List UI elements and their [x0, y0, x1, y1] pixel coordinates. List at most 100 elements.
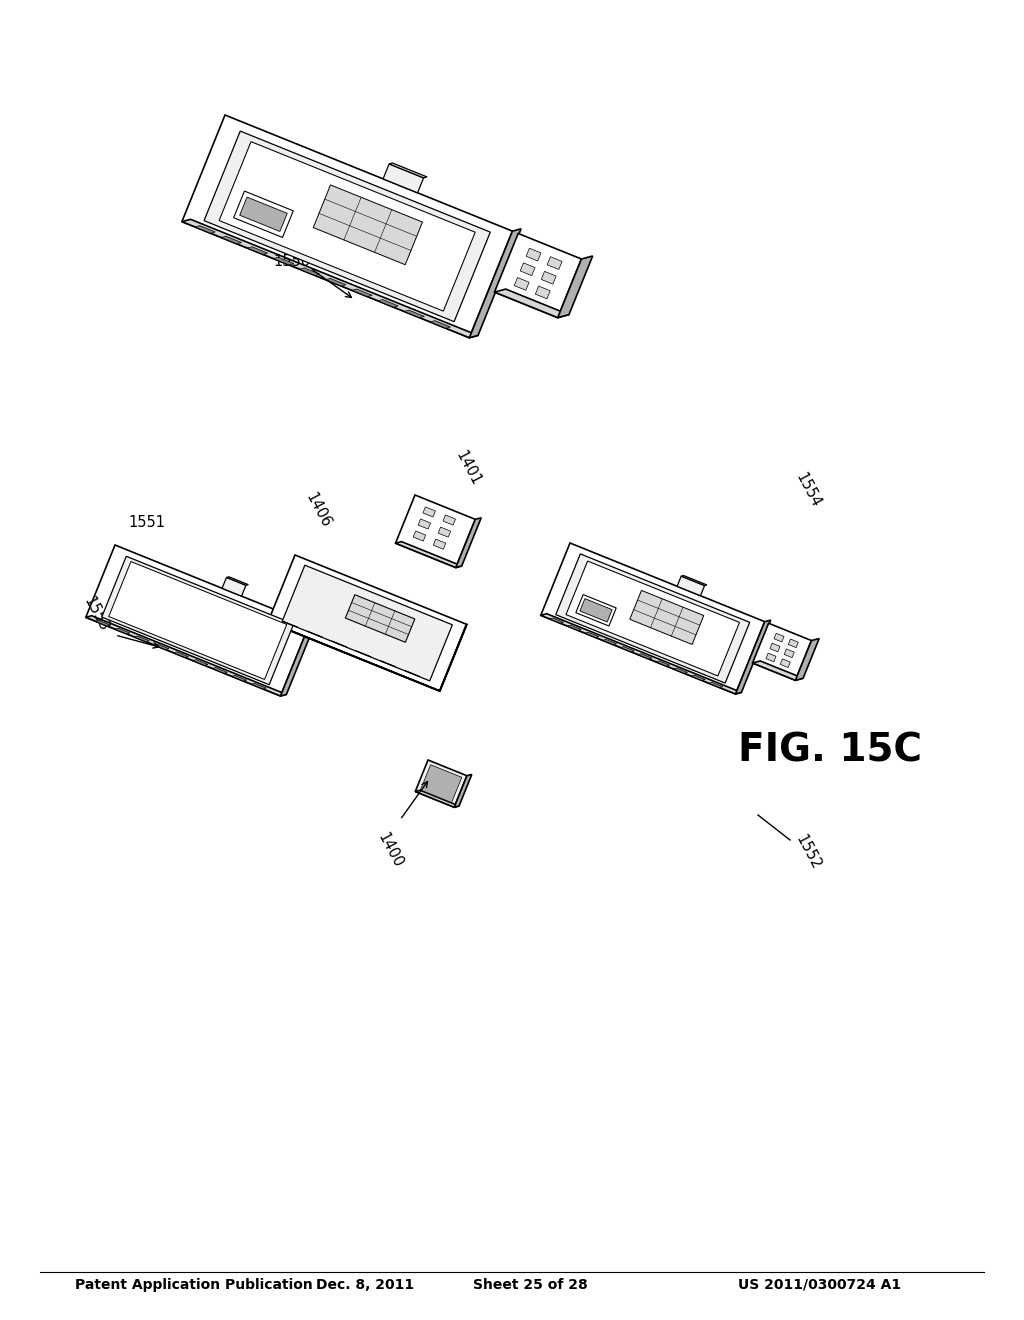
Polygon shape	[603, 639, 616, 644]
Polygon shape	[268, 622, 440, 692]
Polygon shape	[281, 622, 315, 696]
Polygon shape	[404, 310, 425, 318]
Polygon shape	[352, 289, 372, 297]
Polygon shape	[495, 289, 569, 318]
Polygon shape	[326, 279, 346, 286]
Text: Sheet 25 of 28: Sheet 25 of 28	[473, 1278, 588, 1292]
Polygon shape	[621, 647, 634, 652]
Polygon shape	[433, 539, 445, 549]
Polygon shape	[774, 634, 784, 642]
Polygon shape	[222, 577, 246, 597]
Polygon shape	[520, 263, 536, 276]
Text: FIG. 15C: FIG. 15C	[738, 731, 922, 770]
Polygon shape	[380, 660, 395, 667]
Polygon shape	[438, 527, 451, 537]
Text: 1553: 1553	[81, 594, 112, 634]
Polygon shape	[313, 185, 423, 265]
Text: Patent Application Publication: Patent Application Publication	[75, 1278, 312, 1292]
Polygon shape	[541, 543, 765, 694]
Polygon shape	[566, 561, 739, 676]
Polygon shape	[638, 653, 652, 659]
Polygon shape	[95, 620, 111, 626]
Text: 1550: 1550	[273, 253, 310, 269]
Polygon shape	[430, 321, 451, 329]
Polygon shape	[796, 639, 819, 680]
Polygon shape	[418, 519, 430, 529]
Polygon shape	[219, 141, 475, 312]
Text: Dec. 8, 2011: Dec. 8, 2011	[316, 1278, 414, 1292]
Polygon shape	[585, 632, 599, 638]
Polygon shape	[421, 764, 462, 803]
Polygon shape	[86, 545, 309, 696]
Polygon shape	[655, 661, 670, 667]
Polygon shape	[283, 565, 453, 681]
Polygon shape	[240, 197, 288, 231]
Polygon shape	[204, 131, 490, 322]
Polygon shape	[514, 277, 529, 290]
Polygon shape	[134, 636, 150, 642]
Polygon shape	[182, 219, 478, 338]
Polygon shape	[115, 628, 130, 634]
Polygon shape	[195, 226, 215, 234]
Polygon shape	[226, 577, 249, 585]
Polygon shape	[423, 507, 435, 517]
Polygon shape	[355, 651, 372, 657]
Polygon shape	[536, 286, 550, 298]
Polygon shape	[247, 247, 267, 255]
Polygon shape	[273, 257, 294, 265]
Polygon shape	[307, 631, 323, 638]
Polygon shape	[550, 618, 563, 623]
Polygon shape	[770, 643, 780, 652]
Polygon shape	[331, 640, 347, 647]
Text: 1551: 1551	[128, 515, 166, 531]
Polygon shape	[677, 576, 705, 595]
Polygon shape	[541, 614, 741, 694]
Polygon shape	[416, 791, 459, 808]
Polygon shape	[556, 554, 750, 682]
Polygon shape	[753, 661, 803, 680]
Text: US 2011/0300724 A1: US 2011/0300724 A1	[738, 1278, 901, 1292]
Polygon shape	[193, 660, 208, 665]
Polygon shape	[231, 676, 247, 681]
Polygon shape	[154, 644, 169, 649]
Polygon shape	[456, 517, 481, 568]
Polygon shape	[709, 682, 723, 688]
Polygon shape	[404, 671, 420, 677]
Polygon shape	[735, 620, 771, 694]
Text: 1401: 1401	[453, 447, 483, 488]
Polygon shape	[233, 191, 293, 238]
Polygon shape	[221, 236, 242, 244]
Polygon shape	[753, 623, 811, 680]
Polygon shape	[395, 541, 462, 568]
Polygon shape	[526, 248, 541, 261]
Polygon shape	[345, 595, 415, 643]
Polygon shape	[416, 760, 467, 808]
Polygon shape	[395, 495, 475, 568]
Polygon shape	[681, 576, 707, 586]
Polygon shape	[268, 554, 467, 692]
Polygon shape	[283, 620, 298, 627]
Polygon shape	[580, 599, 612, 622]
Polygon shape	[383, 164, 424, 193]
Polygon shape	[455, 775, 472, 808]
Polygon shape	[469, 228, 521, 338]
Polygon shape	[784, 649, 795, 657]
Polygon shape	[766, 653, 776, 661]
Polygon shape	[439, 624, 467, 692]
Polygon shape	[495, 234, 582, 318]
Polygon shape	[101, 556, 294, 685]
Polygon shape	[251, 684, 266, 689]
Polygon shape	[558, 256, 593, 318]
Polygon shape	[674, 668, 687, 673]
Polygon shape	[86, 615, 287, 696]
Polygon shape	[443, 515, 456, 525]
Text: 1400: 1400	[375, 830, 406, 870]
Text: 1552: 1552	[793, 832, 823, 873]
Polygon shape	[691, 676, 706, 680]
Polygon shape	[109, 561, 287, 680]
Text: 1406: 1406	[303, 490, 334, 529]
Text: 1554: 1554	[793, 470, 823, 510]
Polygon shape	[299, 268, 319, 276]
Polygon shape	[567, 626, 582, 631]
Polygon shape	[542, 272, 556, 284]
